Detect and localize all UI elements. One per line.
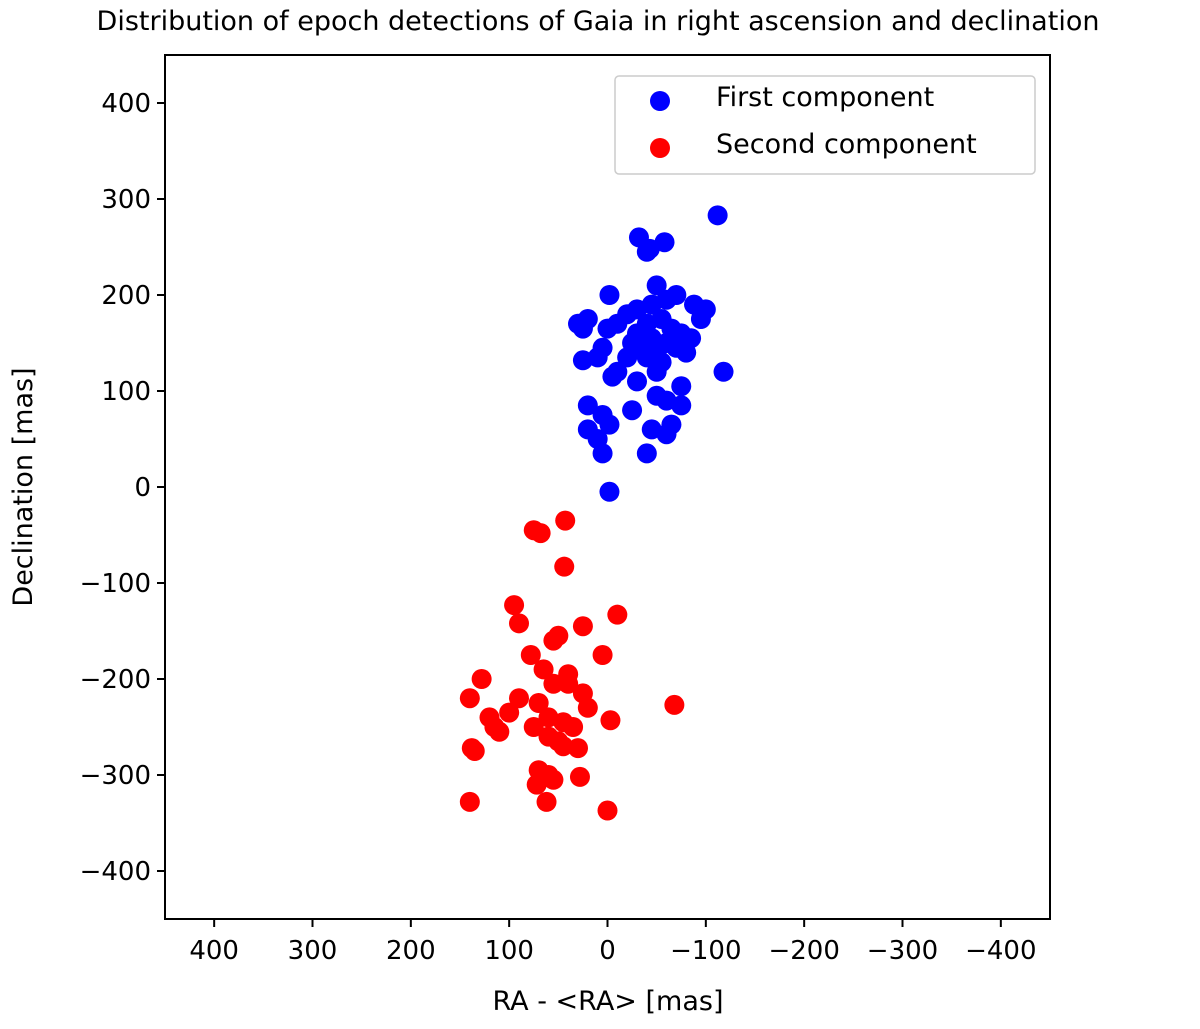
data-point-second-component <box>548 625 569 646</box>
data-point-first-component <box>671 376 692 397</box>
data-points <box>459 205 734 821</box>
x-axis-label: RA - <RA> [mas] <box>493 986 724 1017</box>
y-tick-label: 200 <box>101 281 151 311</box>
data-point-first-component <box>599 285 620 305</box>
data-point-first-component <box>646 361 667 382</box>
legend-marker-second-component <box>650 138 670 158</box>
y-tick-label: 400 <box>101 89 151 119</box>
data-point-first-component <box>597 318 618 339</box>
data-point-second-component <box>538 726 559 747</box>
y-tick-label: −200 <box>80 665 151 695</box>
x-tick-label: −200 <box>768 936 839 966</box>
data-point-second-component <box>459 688 480 709</box>
data-point-second-component <box>543 673 564 694</box>
data-point-second-component <box>554 556 575 577</box>
data-point-first-component <box>577 395 598 416</box>
data-point-first-component <box>627 371 647 392</box>
data-point-second-component <box>528 693 549 713</box>
x-tick-label: 300 <box>288 936 338 966</box>
data-point-second-component <box>563 717 584 737</box>
x-axis-ticks: 400 300 200 100 0 −100 −200 −300 −400 <box>189 919 1037 966</box>
x-tick-label: 400 <box>189 936 239 966</box>
y-axis-label: Declination [mas] <box>8 367 39 606</box>
data-point-first-component <box>599 481 620 502</box>
data-point-second-component <box>569 766 590 787</box>
data-point-second-component <box>520 645 541 665</box>
legend-label-second-component: Second component <box>716 129 977 160</box>
data-point-second-component <box>533 659 554 680</box>
x-tick-label: −100 <box>670 936 741 966</box>
y-tick-label: −300 <box>80 761 151 791</box>
data-point-second-component <box>664 694 685 715</box>
data-point-second-component <box>489 721 510 742</box>
data-point-first-component <box>577 309 598 329</box>
data-point-second-component <box>523 717 544 737</box>
data-point-second-component <box>555 510 576 531</box>
data-point-second-component <box>553 736 574 757</box>
y-tick-label: −400 <box>80 857 151 887</box>
data-point-second-component <box>464 741 485 761</box>
data-point-first-component <box>592 443 613 464</box>
data-point-second-component <box>592 645 613 665</box>
y-tick-label: 300 <box>101 185 151 215</box>
data-point-second-component <box>536 791 557 812</box>
data-point-second-component <box>543 769 564 790</box>
x-tick-label: −300 <box>867 936 938 966</box>
data-point-second-component <box>499 702 520 723</box>
y-tick-label: 100 <box>101 377 151 407</box>
data-point-second-component <box>509 688 529 709</box>
data-point-first-component <box>646 275 667 296</box>
data-point-second-component <box>558 673 579 694</box>
data-point-first-component <box>707 205 728 226</box>
data-point-first-component <box>661 414 682 435</box>
legend-box <box>614 75 1036 175</box>
x-tick-label: 0 <box>599 936 616 966</box>
data-point-second-component <box>577 697 598 718</box>
x-tick-label: 100 <box>484 936 534 966</box>
data-point-second-component <box>459 791 480 812</box>
data-point-second-component <box>471 669 492 689</box>
data-point-first-component <box>602 366 623 387</box>
data-point-second-component <box>568 738 588 759</box>
data-point-first-component <box>690 309 711 329</box>
data-point-second-component <box>607 604 628 625</box>
x-tick-label: 200 <box>386 936 436 966</box>
data-point-first-component <box>676 342 697 363</box>
data-point-first-component <box>617 347 638 368</box>
data-point-first-component <box>713 361 734 382</box>
data-point-second-component <box>526 774 547 795</box>
data-point-first-component <box>636 443 657 464</box>
chart-title: Distribution of epoch detections of Gaia… <box>97 6 1100 37</box>
data-point-first-component <box>572 350 593 371</box>
data-point-first-component <box>639 238 660 259</box>
data-point-second-component <box>600 710 621 731</box>
data-point-second-component <box>509 613 529 634</box>
y-tick-label: 0 <box>134 473 151 503</box>
data-point-second-component <box>572 616 593 637</box>
data-point-second-component <box>597 800 618 821</box>
y-axis-ticks: 400 300 200 100 0 −100 −200 −300 −400 <box>80 89 165 887</box>
legend-label-first-component: First component <box>716 82 934 113</box>
x-tick-label: −400 <box>965 936 1036 966</box>
data-point-first-component <box>622 400 643 421</box>
y-tick-label: −100 <box>80 569 151 599</box>
legend-marker-first-component <box>650 91 670 111</box>
legend: First component Second component <box>614 75 1036 175</box>
data-point-first-component <box>599 414 620 435</box>
data-point-second-component <box>530 523 551 544</box>
data-point-first-component <box>671 395 692 416</box>
data-point-second-component <box>504 595 525 616</box>
